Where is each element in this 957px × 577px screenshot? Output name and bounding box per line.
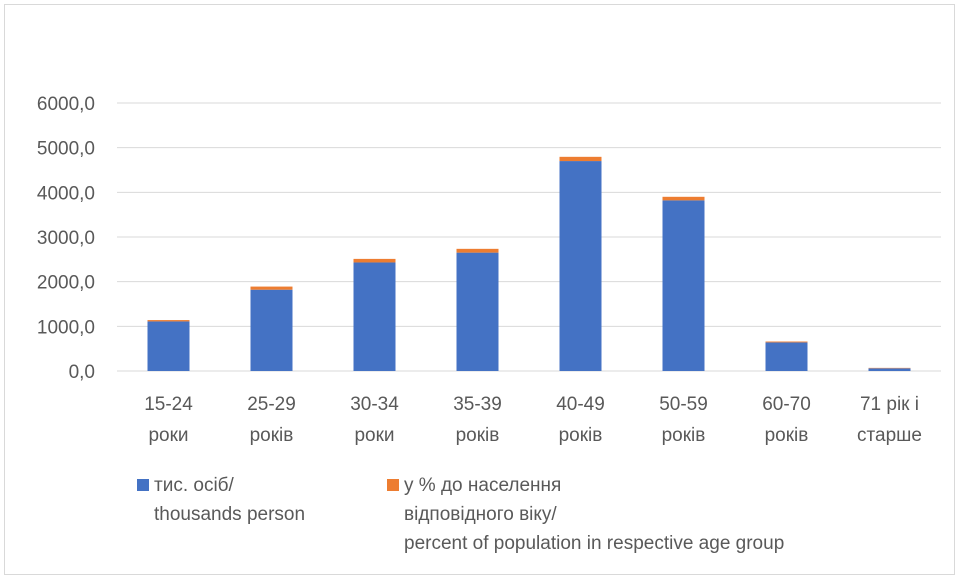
category-label: старше (857, 425, 922, 446)
bar-thousands-person (662, 200, 705, 371)
category-label: 25-29 (247, 394, 296, 415)
category-label: 35-39 (453, 394, 502, 415)
legend-swatch-thousands-person (137, 479, 149, 491)
y-tick-label: 3000,0 (37, 228, 95, 249)
legend-label: thousands person (154, 504, 305, 525)
legend: тис. осіб/thousands person у % до населен… (137, 475, 784, 554)
category-label: років (559, 425, 603, 446)
category-label: років (456, 425, 500, 446)
bar-percent-of-population (147, 320, 190, 322)
bar-percent-of-population (250, 286, 293, 290)
legend-label: відповідного віку/ (404, 504, 557, 525)
category-label: років (765, 425, 809, 446)
bar-percent-of-population (662, 196, 705, 201)
bar-percent-of-population (559, 156, 602, 162)
y-axis: 0,0 1000,0 2000,0 3000,0 4000,0 5000,0 6000,0 (37, 94, 95, 383)
gridlines (117, 102, 941, 372)
bar-thousands-person (147, 321, 190, 371)
bars (147, 156, 911, 371)
category-label: роки (354, 425, 394, 446)
category-label: 50-59 (659, 394, 708, 415)
y-tick-label: 0,0 (69, 362, 95, 383)
y-tick-label: 6000,0 (37, 94, 95, 115)
category-label: 15-24 (144, 394, 193, 415)
legend-label: percent of population in respective age … (404, 533, 784, 554)
category-label: років (662, 425, 706, 446)
y-tick-label: 4000,0 (37, 183, 95, 204)
bar-percent-of-population (456, 248, 499, 253)
x-axis: 15-24 роки 25-29 років 30-34 роки 35-39 років 40… (144, 394, 922, 446)
category-label: 60-70 (762, 394, 811, 415)
bar-percent-of-population (765, 341, 808, 343)
y-tick-label: 5000,0 (37, 139, 95, 160)
y-tick-label: 1000,0 (37, 317, 95, 338)
legend-swatch-percent (387, 479, 399, 491)
legend-label: у % до населення (404, 475, 561, 496)
bar-thousands-person (765, 342, 808, 371)
bar-thousands-person (250, 289, 293, 371)
bar-thousands-person (868, 368, 911, 371)
bar-thousands-person (456, 252, 499, 371)
category-label: 40-49 (556, 394, 605, 415)
bar-thousands-person (559, 161, 602, 371)
bar-thousands-person (353, 262, 396, 371)
category-label: років (250, 425, 294, 446)
bar-percent-of-population (353, 258, 396, 263)
category-label: 30-34 (350, 394, 399, 415)
category-label: 71 рік і (860, 394, 919, 415)
y-tick-label: 2000,0 (37, 273, 95, 294)
category-label: роки (148, 425, 188, 446)
legend-label: тис. осіб/ (154, 475, 235, 496)
